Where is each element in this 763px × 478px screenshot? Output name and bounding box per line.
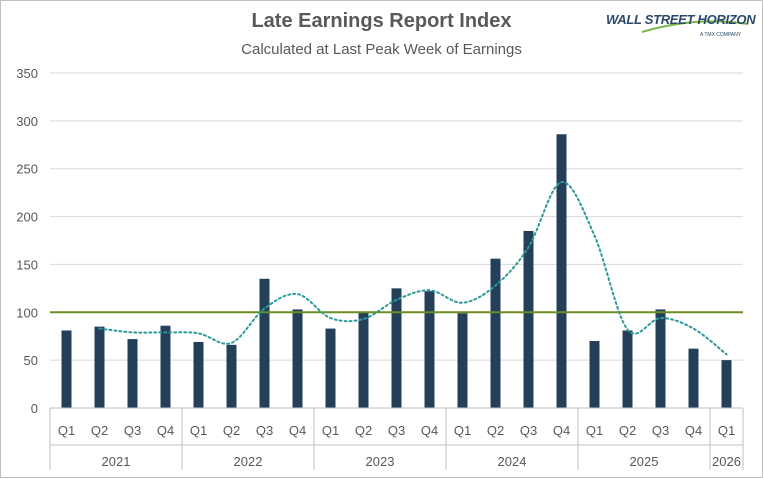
bar [457, 313, 468, 408]
quarter-label: Q2 [619, 423, 636, 438]
quarter-label: Q3 [256, 423, 273, 438]
year-label: 2021 [102, 454, 131, 469]
quarter-label: Q1 [190, 423, 207, 438]
quarter-label: Q3 [520, 423, 537, 438]
quarter-label: Q3 [652, 423, 669, 438]
x-axis: Q1 Q2 Q3 Q4 Q1 Q2 Q3 Q4 Q1 Q2 Q3 Q4 Q1 Q2 Q3 Q4 Q1 Q2 Q3 Q4… [49, 407, 744, 470]
bar [523, 230, 534, 408]
bar [655, 309, 666, 408]
bar [490, 258, 501, 408]
y-tick-label: 350 [16, 66, 38, 81]
quarter-label: Q2 [223, 423, 240, 438]
y-tick-label: 300 [16, 114, 38, 129]
bar [193, 341, 204, 408]
bar [556, 134, 567, 408]
y-tick-label: 250 [16, 162, 38, 177]
bar [622, 330, 633, 408]
quarter-label: Q4 [421, 423, 438, 438]
y-tick-label: 100 [16, 305, 38, 320]
chart-subtitle: Calculated at Last Peak Week of Earnings [241, 41, 522, 58]
quarter-label: Q2 [487, 423, 504, 438]
quarter-label: Q1 [58, 423, 75, 438]
bar-series [61, 134, 732, 408]
bar [292, 309, 303, 408]
quarter-label: Q3 [124, 423, 141, 438]
year-label: 2022 [234, 454, 263, 469]
quarter-label: Q4 [685, 423, 702, 438]
year-label: 2026 [712, 454, 741, 469]
y-tick-label: 50 [24, 353, 38, 368]
y-tick-label: 200 [16, 210, 38, 225]
quarter-label: Q1 [718, 423, 735, 438]
y-axis-ticks: 0 50 100 150 200 250 300 350 [16, 66, 38, 416]
bar [358, 312, 369, 408]
quarter-label: Q1 [586, 423, 603, 438]
wall-street-horizon-logo: WALL STREET HORIZON A TMX COMPANY [600, 12, 756, 46]
bar [259, 278, 270, 408]
bar [424, 291, 435, 408]
quarter-label: Q2 [91, 423, 108, 438]
trend-series [98, 181, 728, 356]
bar [160, 325, 171, 408]
y-tick-label: 0 [31, 401, 38, 416]
chart-title: Late Earnings Report Index [251, 10, 512, 32]
quarter-label: Q4 [553, 423, 570, 438]
bar [325, 328, 336, 408]
logo-subtext: A TMX COMPANY [700, 32, 742, 38]
bar [391, 288, 402, 408]
quarter-label: Q2 [355, 423, 372, 438]
bar [226, 344, 237, 408]
bar [94, 326, 105, 408]
year-label: 2025 [630, 454, 659, 469]
y-tick-label: 150 [16, 257, 38, 272]
year-label: 2024 [498, 454, 527, 469]
year-label: 2023 [366, 454, 395, 469]
quarter-label: Q1 [454, 423, 471, 438]
trend-line [98, 181, 728, 356]
bar [61, 330, 72, 408]
bar [721, 360, 732, 408]
logo-swoosh-icon [641, 20, 749, 33]
quarter-label: Q4 [289, 423, 306, 438]
bar [127, 339, 138, 408]
bar [688, 348, 699, 408]
quarter-label: Q3 [388, 423, 405, 438]
logo-text: WALL STREET HORIZON [606, 12, 756, 27]
bar [589, 341, 600, 408]
quarter-label: Q4 [157, 423, 174, 438]
quarter-label: Q1 [322, 423, 339, 438]
